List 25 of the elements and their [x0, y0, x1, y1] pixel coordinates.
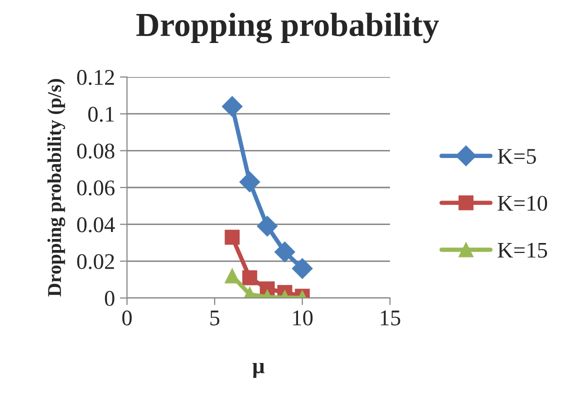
- x-tick-label: 0: [122, 310, 132, 326]
- chart-title: Dropping probability: [136, 12, 439, 44]
- legend-label: K=5: [498, 149, 536, 164]
- y-tick-label: 0.06: [77, 180, 115, 196]
- legend-label: K=15: [498, 242, 548, 258]
- y-axis-title: Dropping probability (p/s): [47, 79, 66, 296]
- y-tick-label: 0.1: [88, 106, 114, 122]
- x-tick-label: 10: [293, 310, 313, 326]
- point: [224, 268, 240, 284]
- legend-label: K=10: [498, 196, 548, 211]
- point: [242, 270, 258, 286]
- y-tick-label: 0.02: [77, 254, 114, 270]
- point: [274, 242, 296, 262]
- x-tick-label: 15: [380, 310, 400, 326]
- x-axis-title: μ: [252, 362, 265, 378]
- y-tick-label: 0.04: [77, 217, 115, 232]
- y-tick-label: 0: [104, 290, 114, 306]
- x-tick-label: 5: [210, 310, 220, 326]
- point: [224, 230, 240, 245]
- point: [256, 216, 278, 237]
- y-tick-label: 0.08: [77, 144, 114, 159]
- point: [239, 172, 260, 192]
- point: [222, 96, 243, 117]
- y-tick-label: 0.12: [77, 70, 114, 86]
- point: [292, 258, 313, 279]
